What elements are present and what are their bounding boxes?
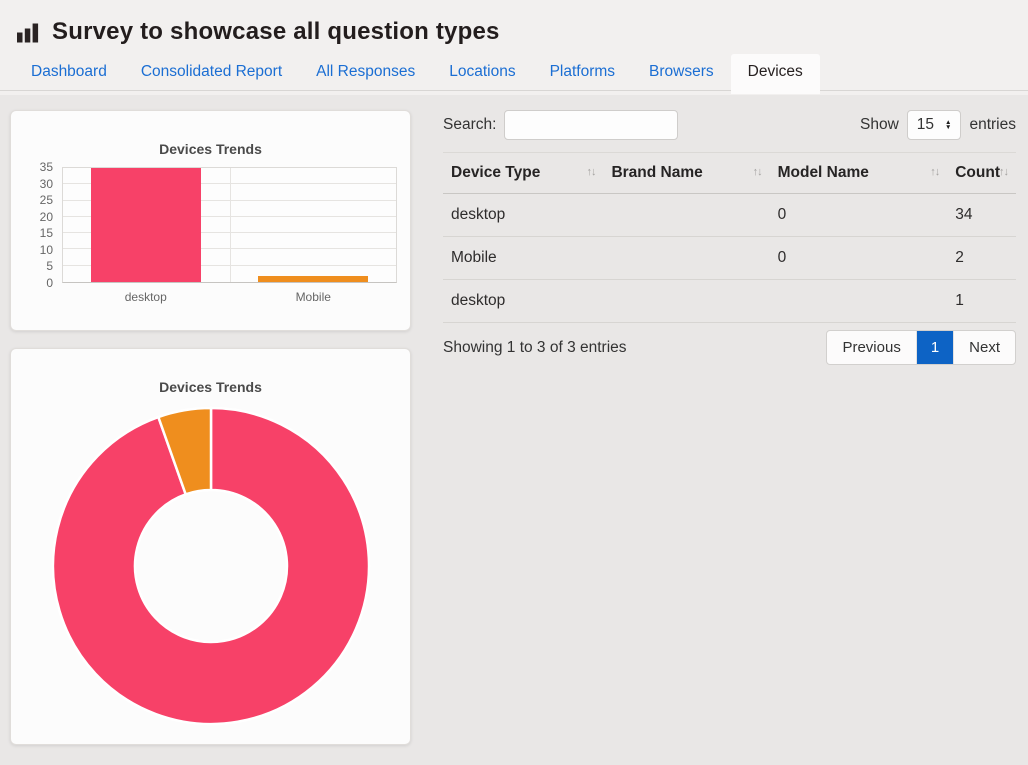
cell-brand-name [603,279,770,323]
donut-slice-desktop [51,406,370,726]
column-label: Model Name [777,164,869,181]
bar-chart-plot-area [62,167,397,283]
tab-bar: Dashboard Consolidated Report All Response… [0,54,1028,95]
search-label: Search: [443,116,497,133]
cell-device-type: desktop [443,193,604,237]
tab-consolidated-report[interactable]: Consolidated Report [140,63,283,80]
cell-count: 2 [947,236,1016,280]
bar-chart: 0 5 10 15 20 25 30 35 [40,161,397,289]
sort-icon: ↑↓ [999,166,1009,178]
search-input[interactable] [504,110,679,140]
main-content: Devices Trends 0 5 10 15 20 25 30 35 desktop Mob… [0,95,1028,745]
table-header-row: ↑↓ Device Type ↑↓ Brand Name ↑↓ Model Name ↑↓ C… [443,152,1016,194]
previous-button[interactable]: Previous [827,331,915,364]
column-header-model-name[interactable]: ↑↓ Model Name [769,152,948,194]
tab-browsers[interactable]: Browsers [649,63,714,80]
x-axis-label-mobile: Mobile [295,290,331,304]
tab-platforms[interactable]: Platforms [549,63,616,80]
y-axis-tick: 5 [46,259,53,274]
entries-label: entries [969,116,1016,133]
cell-count: 1 [947,279,1016,323]
sort-icon: ↑↓ [752,166,763,178]
cell-device-type: Mobile [443,236,604,280]
entries-summary: Showing 1 to 3 of 3 entries [443,338,627,356]
table-controls: Search: Show 15 ▲ ▼ entries [443,110,1016,140]
table-row: desktop 0 34 [443,193,1016,237]
column-header-brand-name[interactable]: ↑↓ Brand Name [603,152,770,194]
cell-count: 34 [947,193,1016,237]
column-header-count[interactable]: ↑↓ Count [947,152,1016,194]
x-axis-label-desktop: desktop [124,290,167,304]
select-arrows-icon: ▲ ▼ [945,119,952,131]
column-label: Brand Name [611,164,703,181]
tab-locations[interactable]: Locations [449,63,516,80]
donut-slice-mobile [156,406,212,496]
bar-mobile [257,275,368,282]
table-row: desktop 1 [443,279,1016,323]
tab-devices[interactable]: Devices [730,54,820,94]
bar-chart-x-axis: desktop Mobile [62,290,397,304]
y-axis-tick: 20 [39,209,53,224]
table-body: desktop 0 34 Mobile 0 2 desktop 1 [443,193,1016,323]
table-row: Mobile 0 2 [443,236,1016,280]
show-label: Show [860,116,899,133]
show-entries-group: Show 15 ▲ ▼ entries [860,110,1016,140]
bar-desktop [91,168,202,282]
cell-model-name: 0 [769,193,948,237]
cell-brand-name [603,236,770,280]
page-1-button[interactable]: 1 [915,331,954,364]
donut-chart-title: Devices Trends [159,379,262,395]
y-axis-tick: 35 [39,160,53,174]
bar-chart-card: Devices Trends 0 5 10 15 20 25 30 35 desktop Mob… [10,110,411,331]
y-axis-tick: 15 [39,226,53,241]
sort-icon: ↑↓ [586,166,596,178]
tab-all-responses[interactable]: All Responses [316,63,416,80]
donut-chart [11,403,410,729]
bar-chart-title: Devices Trends [159,141,262,157]
top-band: Survey to showcase all question types [0,0,1028,54]
pagination: Previous 1 Next [826,330,1016,365]
next-button[interactable]: Next [953,331,1015,364]
bar-chart-icon [14,19,41,46]
charts-column: Devices Trends 0 5 10 15 20 25 30 35 desktop Mob… [10,110,411,745]
y-axis-tick: 30 [39,176,53,191]
search-group: Search: [443,110,679,140]
y-axis-tick: 10 [39,242,53,257]
page-title: Survey to showcase all question types [52,18,500,45]
donut-chart-card: Devices Trends [10,348,411,745]
sort-icon: ↑↓ [930,166,940,178]
cell-device-type: desktop [443,279,604,323]
column-label: Count [955,164,1000,181]
cell-model-name: 0 [769,236,948,280]
header: Survey to showcase all question types [14,10,1014,54]
y-axis-tick: 0 [46,276,53,290]
page-size-value: 15 [916,116,935,133]
tab-dashboard[interactable]: Dashboard [31,63,107,80]
page-size-select[interactable]: 15 ▲ ▼ [906,110,962,140]
y-axis-tick: 25 [39,193,53,208]
column-header-device-type[interactable]: ↑↓ Device Type [443,152,604,194]
table-footer: Showing 1 to 3 of 3 entries Previous 1 N… [443,330,1016,365]
table-panel: Search: Show 15 ▲ ▼ entries ↑↓ Device Type… [443,110,1016,745]
cell-model-name [769,279,948,323]
devices-table: ↑↓ Device Type ↑↓ Brand Name ↑↓ Model Name ↑↓ C… [443,152,1016,323]
cell-brand-name [603,193,770,237]
column-label: Device Type [451,164,541,181]
